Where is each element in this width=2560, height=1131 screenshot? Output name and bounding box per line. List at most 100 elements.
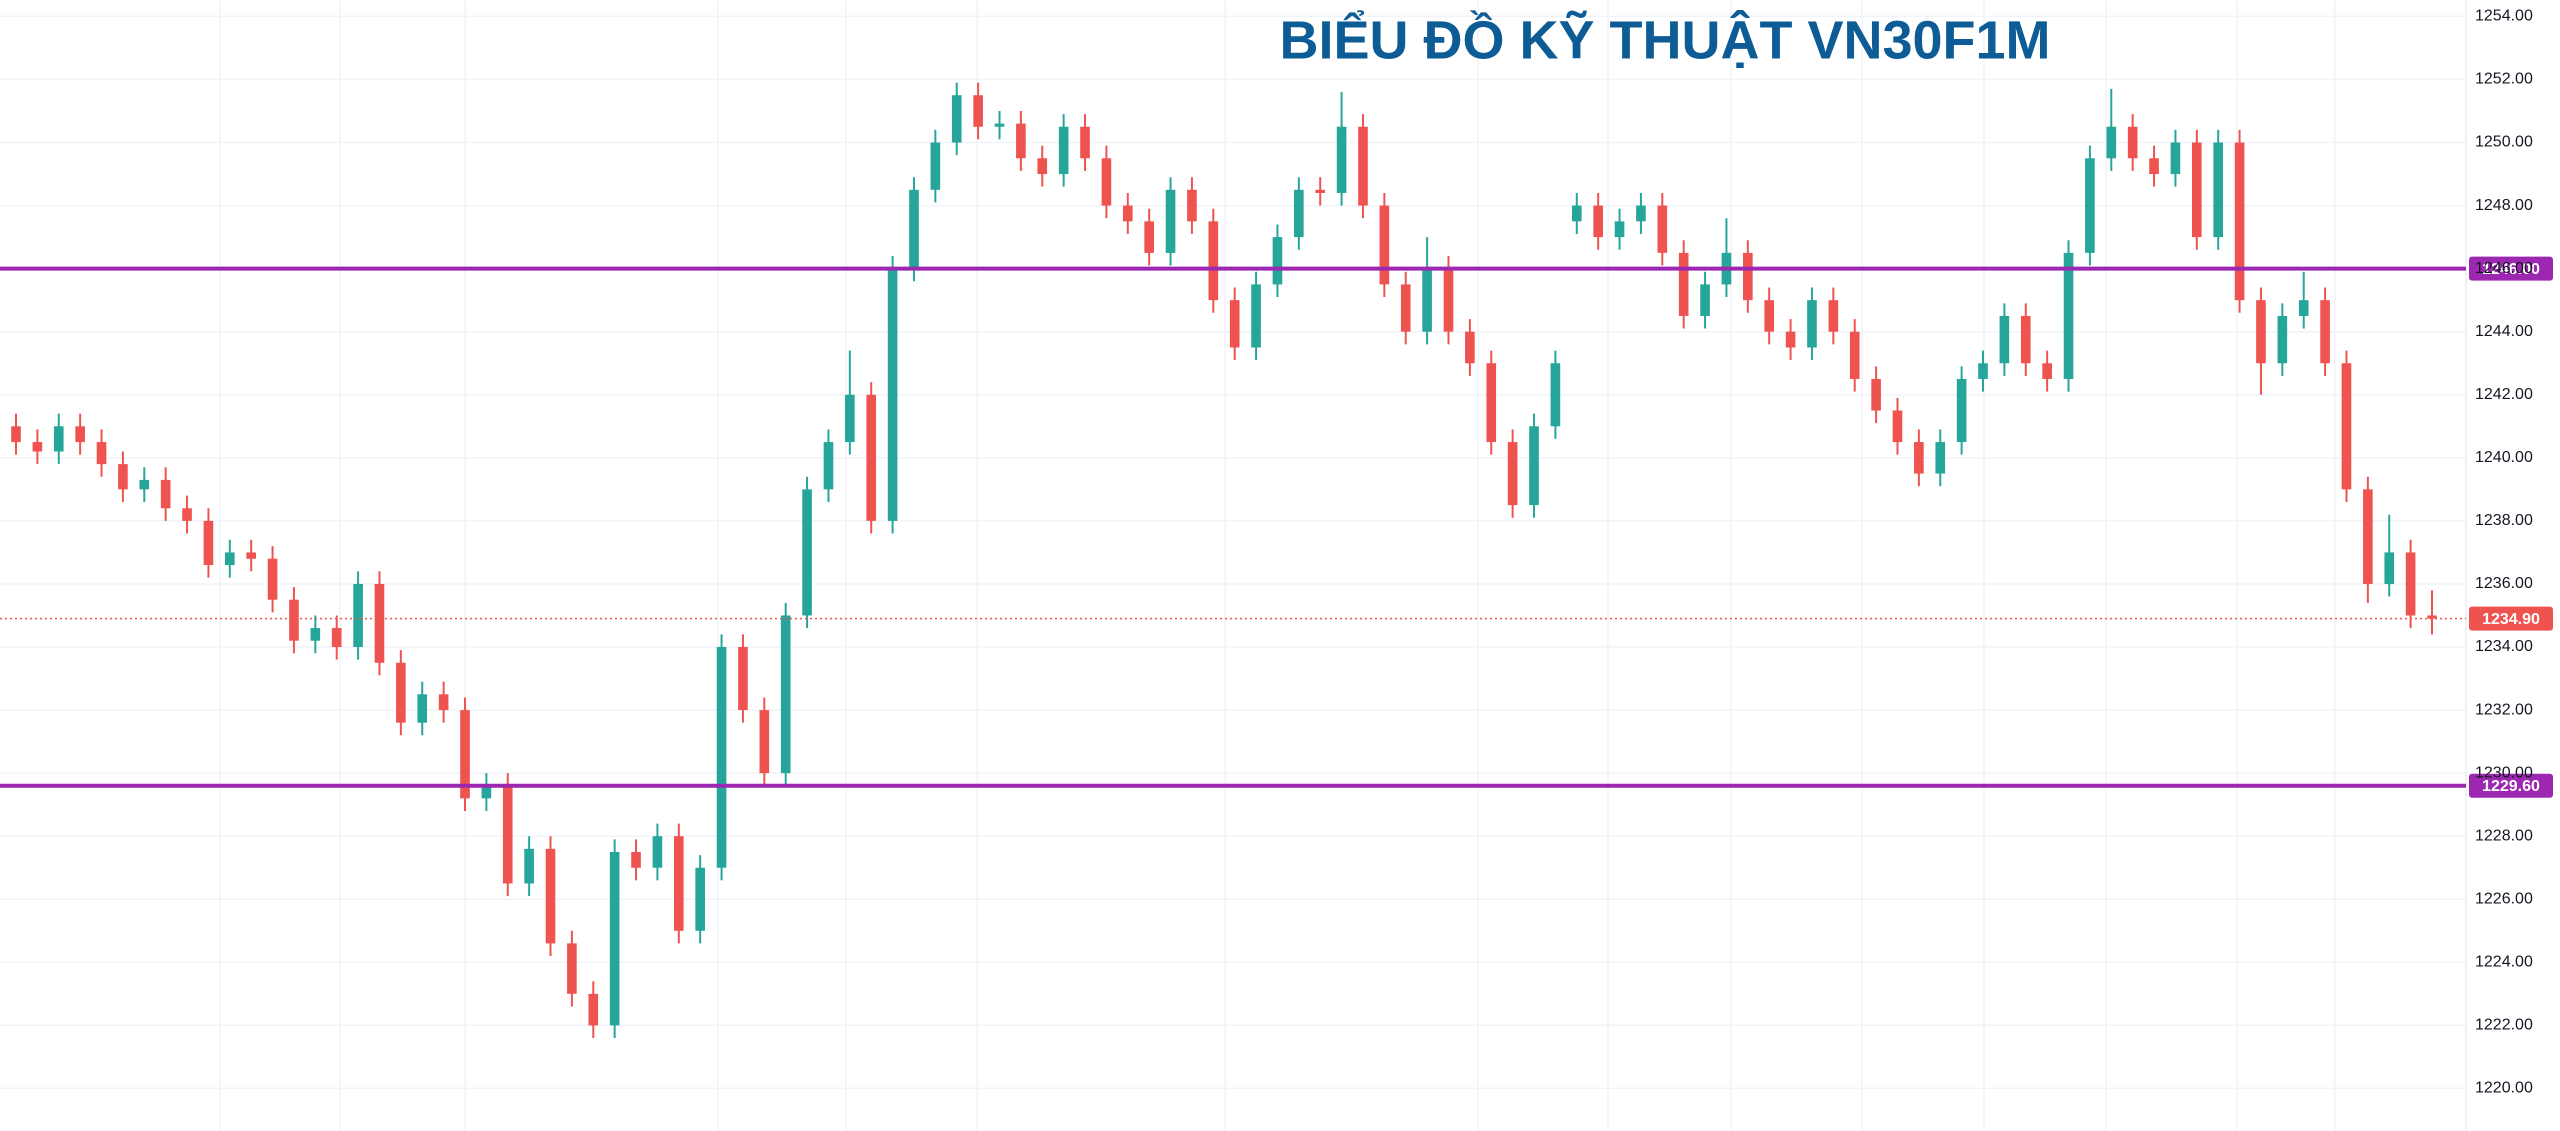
candle-body xyxy=(438,694,449,711)
candle-body xyxy=(1443,268,1454,332)
candle-body xyxy=(1764,300,1775,332)
y-tick-label: 1232.00 xyxy=(2475,701,2533,718)
candle-body xyxy=(930,142,941,190)
candle-body xyxy=(2127,126,2138,159)
candle-body xyxy=(609,851,620,1026)
candle-body xyxy=(203,520,214,566)
candle-body xyxy=(310,628,321,641)
candle-body xyxy=(502,785,513,884)
candle-body xyxy=(2341,363,2352,490)
candle-body xyxy=(2170,142,2181,175)
candle-body xyxy=(973,95,983,127)
candle-body xyxy=(2277,315,2288,364)
candle-body xyxy=(2298,300,2309,316)
candle-body xyxy=(1593,205,1603,238)
candle-body xyxy=(1400,284,1411,332)
candle-body xyxy=(1678,252,1689,316)
candle-body xyxy=(1550,363,1561,427)
candle-body xyxy=(1122,205,1133,222)
candle-body xyxy=(1935,442,1946,474)
candle-body xyxy=(631,851,641,868)
candle-body xyxy=(2106,126,2117,159)
candle-body xyxy=(1058,126,1069,175)
candle-body xyxy=(374,583,385,663)
y-tick-label: 1228.00 xyxy=(2475,827,2533,844)
candle-body xyxy=(2384,552,2395,584)
candle-body xyxy=(1229,300,1240,348)
last-price-box xyxy=(2469,606,2553,631)
candle-body xyxy=(1379,205,1390,285)
y-tick-label: 1224.00 xyxy=(2475,954,2533,971)
candle-body xyxy=(823,442,834,490)
candle-body xyxy=(1529,426,1539,506)
candle-body xyxy=(866,394,877,521)
candle-body xyxy=(1892,410,1903,443)
candle-body xyxy=(845,394,855,443)
y-tick-label: 1226.00 xyxy=(2475,890,2533,907)
candle-body xyxy=(2363,489,2373,584)
candle-body xyxy=(1144,221,1154,253)
candle-body xyxy=(96,442,107,465)
candle-body xyxy=(1465,331,1475,364)
candle-body xyxy=(1251,284,1261,348)
candle-body xyxy=(2192,142,2202,238)
candle-body xyxy=(567,943,577,994)
candle-body xyxy=(909,189,919,269)
candle-body xyxy=(353,583,363,648)
candle-body xyxy=(139,479,150,490)
y-tick-label: 1220.00 xyxy=(2475,1080,2533,1097)
candle-body xyxy=(267,558,278,600)
candle-body xyxy=(2149,158,2159,175)
last-price-label: 1234.90 xyxy=(2482,611,2540,628)
y-tick-label: 1254.00 xyxy=(2475,8,2533,25)
candle-body xyxy=(1208,221,1219,301)
candle-body xyxy=(481,785,492,799)
level-label: 1229.60 xyxy=(2482,778,2540,795)
candle-body xyxy=(780,615,791,774)
y-tick-label: 1252.00 xyxy=(2475,71,2533,88)
levels: 1246.00 1229.60 1234.90 xyxy=(0,256,2553,798)
candle-body xyxy=(32,442,43,452)
level-label-box xyxy=(2469,773,2553,798)
candle-body xyxy=(396,662,406,723)
candle-body xyxy=(1785,331,1796,348)
price-axis: 1220.00 1222.00 1224.00 1226.00 1228.00 1230.… xyxy=(2475,8,2533,1097)
candle-body xyxy=(1978,363,1988,379)
candle-body xyxy=(1743,252,1753,301)
candle-body xyxy=(1101,158,1112,206)
candle-body xyxy=(1807,300,1817,348)
candle-body xyxy=(2085,158,2095,253)
candle-body xyxy=(545,848,556,944)
candle-body xyxy=(588,993,599,1026)
candle-body xyxy=(1614,221,1625,238)
candle-body xyxy=(1871,378,1881,411)
candle-body xyxy=(1422,268,1432,332)
candle-body xyxy=(759,710,770,774)
candle-body xyxy=(289,599,299,641)
candle-body xyxy=(1486,363,1497,443)
candle-body xyxy=(11,426,21,443)
candle-body xyxy=(2256,300,2266,364)
y-tick-label: 1222.00 xyxy=(2475,1017,2533,1034)
candle-body xyxy=(160,479,171,509)
y-tick-label: 1244.00 xyxy=(2475,323,2533,340)
candles xyxy=(11,82,2437,1038)
candle-body xyxy=(1315,189,1326,193)
candle-body xyxy=(2405,552,2416,616)
candle-body xyxy=(75,426,85,443)
candle-body xyxy=(417,694,428,723)
grid xyxy=(0,0,2466,1131)
candle-body xyxy=(1571,205,1582,222)
candle-body xyxy=(331,628,342,648)
candle-body xyxy=(2320,300,2330,364)
y-tick-label: 1238.00 xyxy=(2475,512,2533,529)
candle-body xyxy=(1956,378,1967,443)
candle-body xyxy=(716,647,727,868)
y-tick-label: 1236.00 xyxy=(2475,575,2533,592)
candle-body xyxy=(1849,331,1860,379)
candle-body xyxy=(1828,300,1839,332)
candle-body xyxy=(118,464,128,490)
y-tick-label: 1242.00 xyxy=(2475,386,2533,403)
candle-body xyxy=(738,647,748,711)
